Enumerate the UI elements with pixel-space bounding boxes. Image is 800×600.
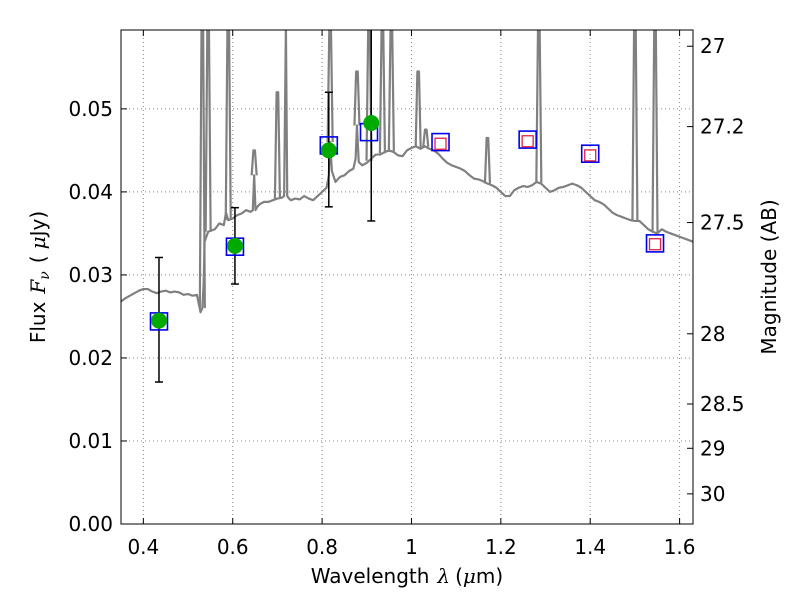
predicted-photometry-square [648,238,662,251]
axis-ticks [121,30,693,525]
y-tick-label: 0.04 [68,180,113,204]
observed-photometry-point [320,142,337,159]
error-bars [154,30,376,383]
model-photometry-square [580,144,600,164]
x-tick-label: 0.4 [127,535,159,559]
observed-photometry-markers [150,114,380,329]
y-tick-label: 0.02 [68,346,113,370]
right-tick-label: 28 [700,322,725,346]
x-axis-title: Wavelength λ (μm) [311,564,503,588]
predicted-photometry-square [584,149,597,162]
y-axis-tick-labels: 0.00 0.01 0.02 0.03 0.04 0.05 [68,97,113,536]
x-tick-label: 0.8 [306,535,338,559]
x-axis-tick-labels: 0.4 0.6 0.8 1 1.2 1.4 1.6 [127,535,695,559]
observed-photometry-point [363,114,380,131]
right-axis-tick-labels: 27 27.2 27.5 28 28.5 29 30 [700,34,745,506]
model-photometry-square [645,234,665,253]
y-tick-label: 0.00 [68,512,113,536]
model-photometry-square [518,130,537,149]
y-tick-label: 0.05 [68,97,113,121]
y-tick-label: 0.01 [68,429,113,453]
x-tick-label: 1.2 [485,535,517,559]
observed-photometry-point [226,237,243,254]
y-axis-title-right: Magnitude (AB) [757,199,781,354]
right-tick-label: 27.5 [700,211,745,235]
model-spectrum-line [121,30,693,314]
model-photometry-square [431,132,450,152]
predicted-photometry-markers [434,135,662,251]
y-axis-title-left: FluxFν(μJy) [26,211,53,343]
predicted-photometry-square [434,137,447,150]
x-tick-label: 1.6 [664,535,696,559]
x-tick-label: 1 [405,535,418,559]
plot-area [121,30,693,383]
plot-frame [120,29,694,525]
right-tick-label: 28.5 [700,392,745,416]
right-tick-label: 30 [700,482,725,506]
right-tick-label: 27.2 [700,115,745,139]
right-tick-label: 27 [700,34,725,58]
x-tick-label: 0.6 [217,535,249,559]
right-tick-label: 29 [700,436,725,460]
model-photometry-markers [149,122,665,331]
emission-lines [198,30,659,309]
predicted-photometry-square [521,135,534,148]
y-tick-label: 0.03 [68,263,113,287]
observed-photometry-point [150,312,167,329]
x-tick-label: 1.4 [574,535,606,559]
